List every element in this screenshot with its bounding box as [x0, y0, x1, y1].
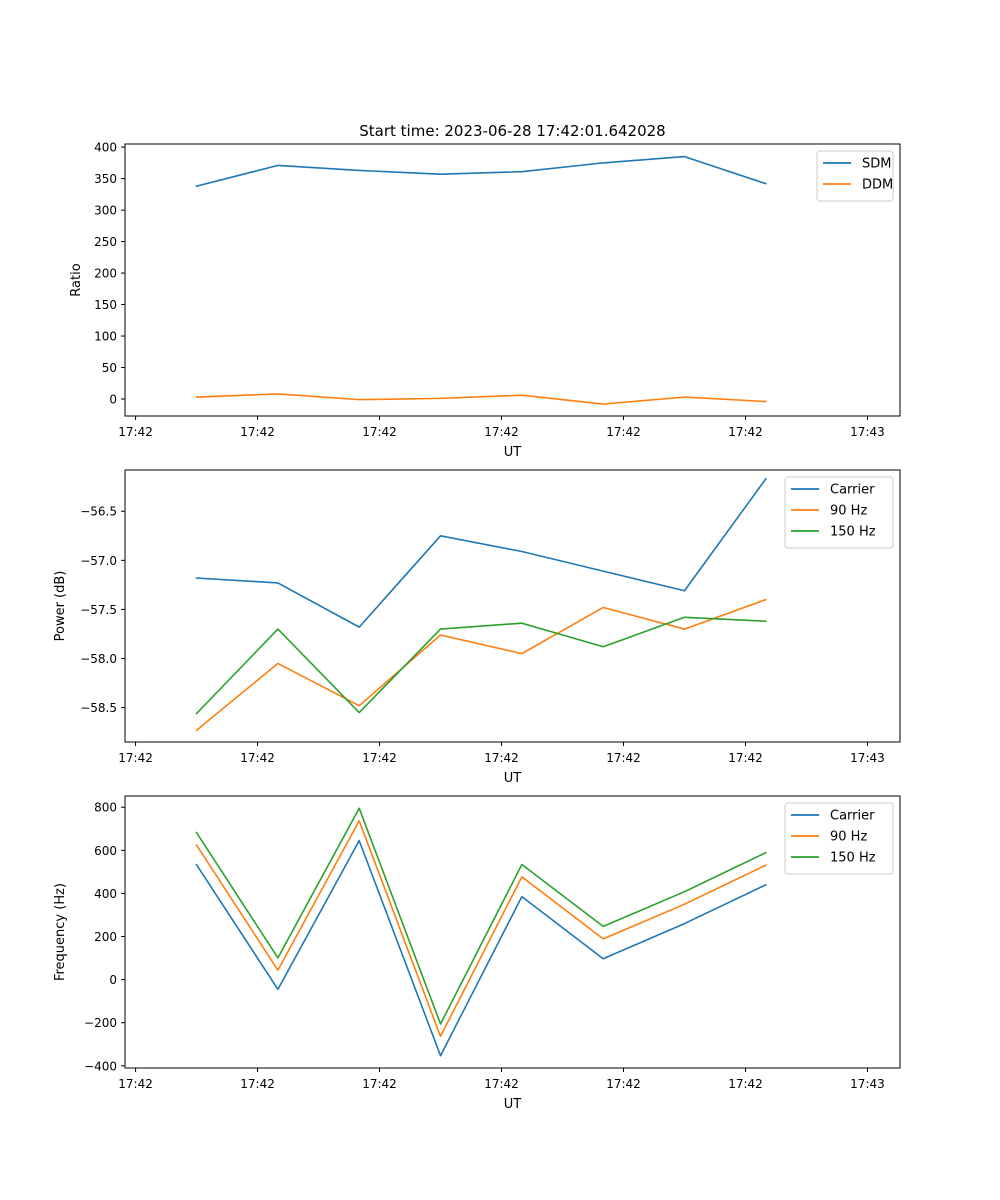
series-line-90-hz: [195, 598, 767, 732]
y-tick-label: 150: [94, 298, 117, 312]
axes-frame: [124, 795, 901, 1069]
series-line-150-hz: [195, 616, 767, 715]
legend-label: SDM: [862, 157, 891, 172]
x-tick-label: 17:42: [118, 751, 153, 765]
legend-label: Carrier: [830, 483, 875, 498]
legend: Carrier 90 Hz 150 Hz: [784, 476, 894, 549]
legend-label: 150 Hz: [830, 851, 876, 866]
x-tick-label: 17:42: [240, 751, 275, 765]
y-tick-label: −57.5: [80, 603, 117, 617]
y-tick-label: 800: [94, 801, 117, 815]
y-tick-label: −56.5: [80, 505, 117, 519]
x-tick-label: 17:42: [118, 1077, 153, 1091]
axes-frame: [124, 469, 901, 743]
y-tick-label: 400: [94, 887, 117, 901]
y-tick-label: −57.0: [80, 554, 117, 568]
y-tick-label: 200: [94, 930, 117, 944]
series-line-carrier: [195, 477, 767, 628]
y-tick-label: 250: [94, 235, 117, 249]
x-tick-label: 17:42: [484, 1077, 519, 1091]
y-tick-label: 600: [94, 844, 117, 858]
y-tick-label: 100: [94, 330, 117, 344]
series-line-ddm: [195, 393, 767, 405]
y-tick-label: −400: [84, 1059, 117, 1073]
x-tick-label: 17:42: [728, 425, 763, 439]
x-tick-label: 17:42: [484, 425, 519, 439]
x-tick-label: 17:42: [606, 751, 641, 765]
y-axis-label: Frequency (Hz): [53, 883, 68, 981]
x-tick-label: 17:42: [240, 425, 275, 439]
x-tick-label: 17:43: [850, 425, 885, 439]
legend-label: 150 Hz: [830, 525, 876, 540]
x-axis-label: UT: [504, 1097, 522, 1112]
x-tick-label: 17:42: [362, 751, 397, 765]
x-tick-label: 17:43: [850, 751, 885, 765]
y-tick-label: 50: [102, 361, 117, 375]
series-line-90-hz: [195, 819, 767, 1038]
y-axis-label: Ratio: [69, 263, 84, 296]
panels: 17:42 17:42 17:42 17:42 17:42 17:42 17:43 0 50 10…: [53, 141, 901, 1112]
legend: Carrier 90 Hz 150 Hz: [784, 802, 894, 875]
legend-label: Carrier: [830, 809, 875, 824]
y-tick-label: 300: [94, 204, 117, 218]
legend: SDM DDM: [816, 150, 894, 202]
series-line-carrier: [195, 839, 767, 1057]
legend-label: 90 Hz: [830, 504, 867, 519]
x-tick-label: 17:42: [728, 1077, 763, 1091]
y-axis-label: Power (dB): [53, 571, 68, 642]
legend-label: DDM: [862, 178, 893, 193]
y-tick-label: −58.0: [80, 652, 117, 666]
x-tick-label: 17:42: [362, 1077, 397, 1091]
axes-frame: [124, 143, 901, 417]
y-tick-label: 400: [94, 141, 117, 155]
y-tick-label: 0: [109, 973, 117, 987]
legend-label: 90 Hz: [830, 830, 867, 845]
x-axis-label: UT: [504, 771, 522, 786]
figure-title: Start time: 2023-06-28 17:42:01.642028: [359, 122, 665, 140]
x-tick-label: 17:42: [728, 751, 763, 765]
series-line-sdm: [195, 155, 767, 188]
y-tick-label: 200: [94, 267, 117, 281]
chart-panel-1: 17:42 17:42 17:42 17:42 17:42 17:42 17:43 0 50 10…: [69, 141, 901, 460]
x-tick-label: 17:43: [850, 1077, 885, 1091]
x-tick-label: 17:42: [240, 1077, 275, 1091]
series-line-150-hz: [195, 807, 767, 1025]
x-tick-label: 17:42: [606, 425, 641, 439]
x-axis-label: UT: [504, 445, 522, 460]
y-tick-label: 350: [94, 172, 117, 186]
x-tick-label: 17:42: [362, 425, 397, 439]
x-tick-label: 17:42: [606, 1077, 641, 1091]
chart-panel-3: 17:42 17:42 17:42 17:42 17:42 17:42 17:43 −400 −…: [53, 795, 901, 1112]
chart-panel-2: 17:42 17:42 17:42 17:42 17:42 17:42 17:43 −58.5…: [53, 469, 901, 786]
y-tick-label: −200: [84, 1016, 117, 1030]
y-tick-label: −58.5: [80, 701, 117, 715]
y-tick-label: 0: [109, 393, 117, 407]
x-tick-label: 17:42: [484, 751, 519, 765]
x-tick-label: 17:42: [118, 425, 153, 439]
